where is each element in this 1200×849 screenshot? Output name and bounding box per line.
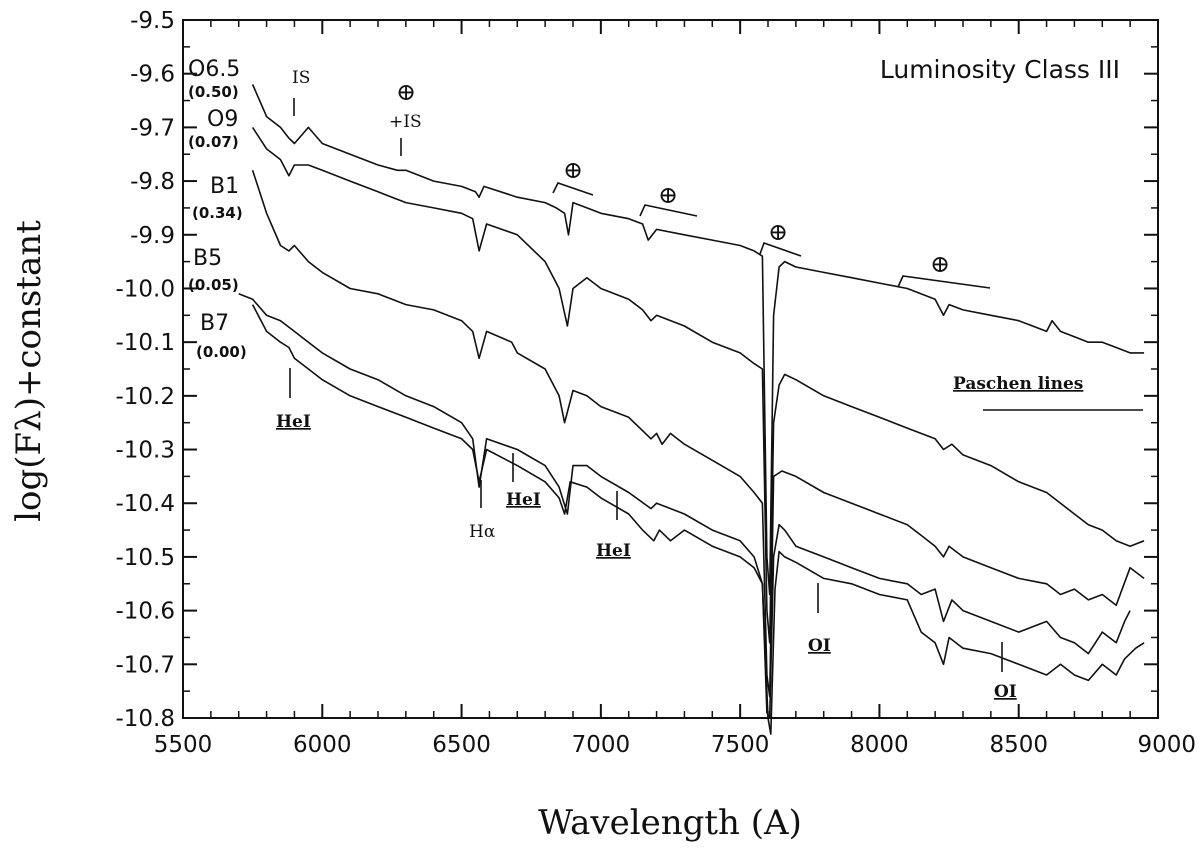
x-tick-label: 6500: [432, 732, 491, 758]
anno-telluric-1: ⊕: [396, 78, 416, 106]
anno-telluric-is: +IS: [389, 112, 422, 132]
y-tick-label: -10.2: [115, 384, 175, 410]
y-tick-label: -10.8: [115, 706, 175, 732]
series-sub-o65: (0.50): [188, 83, 239, 101]
tick-layer: -9.5 -9.6 -9.7 -9.8 -9.9 -10.0 -10.1 -10.2 -10.3…: [115, 8, 1196, 758]
series-label-o65: O6.5: [188, 57, 240, 82]
x-tick-label: 6000: [293, 732, 352, 758]
anno-oi-1: OI: [808, 636, 831, 656]
x-tick-label: 5500: [154, 732, 213, 758]
series-label-b7: B7: [200, 311, 229, 336]
y-tick-label: -9.7: [130, 115, 175, 141]
y-tick-label: -10.5: [115, 545, 175, 571]
y-axis-title: log(Fλ)+constant: [9, 220, 49, 522]
anno-telluric-5-bracket: [897, 275, 991, 289]
series-labels: O6.5 (0.50) O9 (0.07) B1 (0.34) B5 (0.05…: [188, 57, 247, 361]
anno-hei-1: HeI: [276, 412, 311, 432]
y-tick-label: -10.0: [115, 276, 175, 302]
plot-frame: [182, 19, 1159, 719]
anno-is: IS: [292, 68, 310, 88]
y-tick-label: -10.1: [115, 330, 175, 356]
series-label-b1: B1: [210, 174, 239, 199]
x-axis-title: Wavelength (A): [538, 803, 802, 843]
y-tick-label: -9.6: [130, 62, 175, 88]
series-line-b5: [238, 293, 1131, 719]
annotations: IS ⊕ +IS ⊕ ⊕ ⊕ ⊕ HeI Hα HeI HeI OI OI Pa…: [276, 68, 1143, 702]
y-tick-label: -10.6: [115, 599, 175, 625]
anno-telluric-2-bracket: [552, 182, 594, 196]
anno-oi-2: OI: [994, 682, 1017, 702]
y-tick-label: -9.5: [130, 8, 175, 34]
series-layer: [238, 84, 1145, 735]
series-line-o9: [251, 126, 1145, 644]
anno-hei-2: HeI: [506, 490, 541, 510]
series-label-b5: B5: [193, 246, 222, 271]
series-sub-b1: (0.34): [192, 204, 243, 222]
anno-hei-3: HeI: [596, 541, 631, 561]
anno-halpha: Hα: [469, 522, 496, 542]
anno-telluric-4-bracket: [759, 241, 802, 257]
anno-paschen: Paschen lines: [953, 374, 1083, 394]
series-sub-b7: (0.00): [196, 343, 247, 361]
y-tick-label: -9.8: [130, 169, 175, 195]
anno-telluric-3-bracket: [639, 204, 698, 217]
anno-telluric-5: ⊕: [930, 250, 950, 278]
anno-telluric-3: ⊕: [658, 181, 678, 209]
x-tick-label: 9000: [1137, 732, 1196, 758]
chart-title: Luminosity Class III: [880, 55, 1120, 84]
y-tick-label: -10.4: [115, 491, 175, 517]
y-tick-label: -9.9: [130, 223, 175, 249]
anno-telluric-2: ⊕: [563, 156, 583, 184]
series-sub-o9: (0.07): [188, 133, 239, 151]
series-line-b1: [251, 170, 1145, 698]
series-line-b7: [251, 304, 1145, 735]
anno-telluric-4: ⊕: [768, 218, 788, 246]
y-tick-label: -10.3: [115, 438, 175, 464]
y-tick-label: -10.7: [115, 652, 175, 678]
x-tick-label: 8000: [850, 732, 909, 758]
x-tick-label: 8500: [989, 732, 1048, 758]
x-tick-label: 7500: [711, 732, 770, 758]
series-label-o9: O9: [207, 107, 238, 132]
series-line-o65: [251, 84, 1145, 596]
series-sub-b5: (0.05): [188, 276, 239, 294]
x-tick-label: 7000: [572, 732, 631, 758]
